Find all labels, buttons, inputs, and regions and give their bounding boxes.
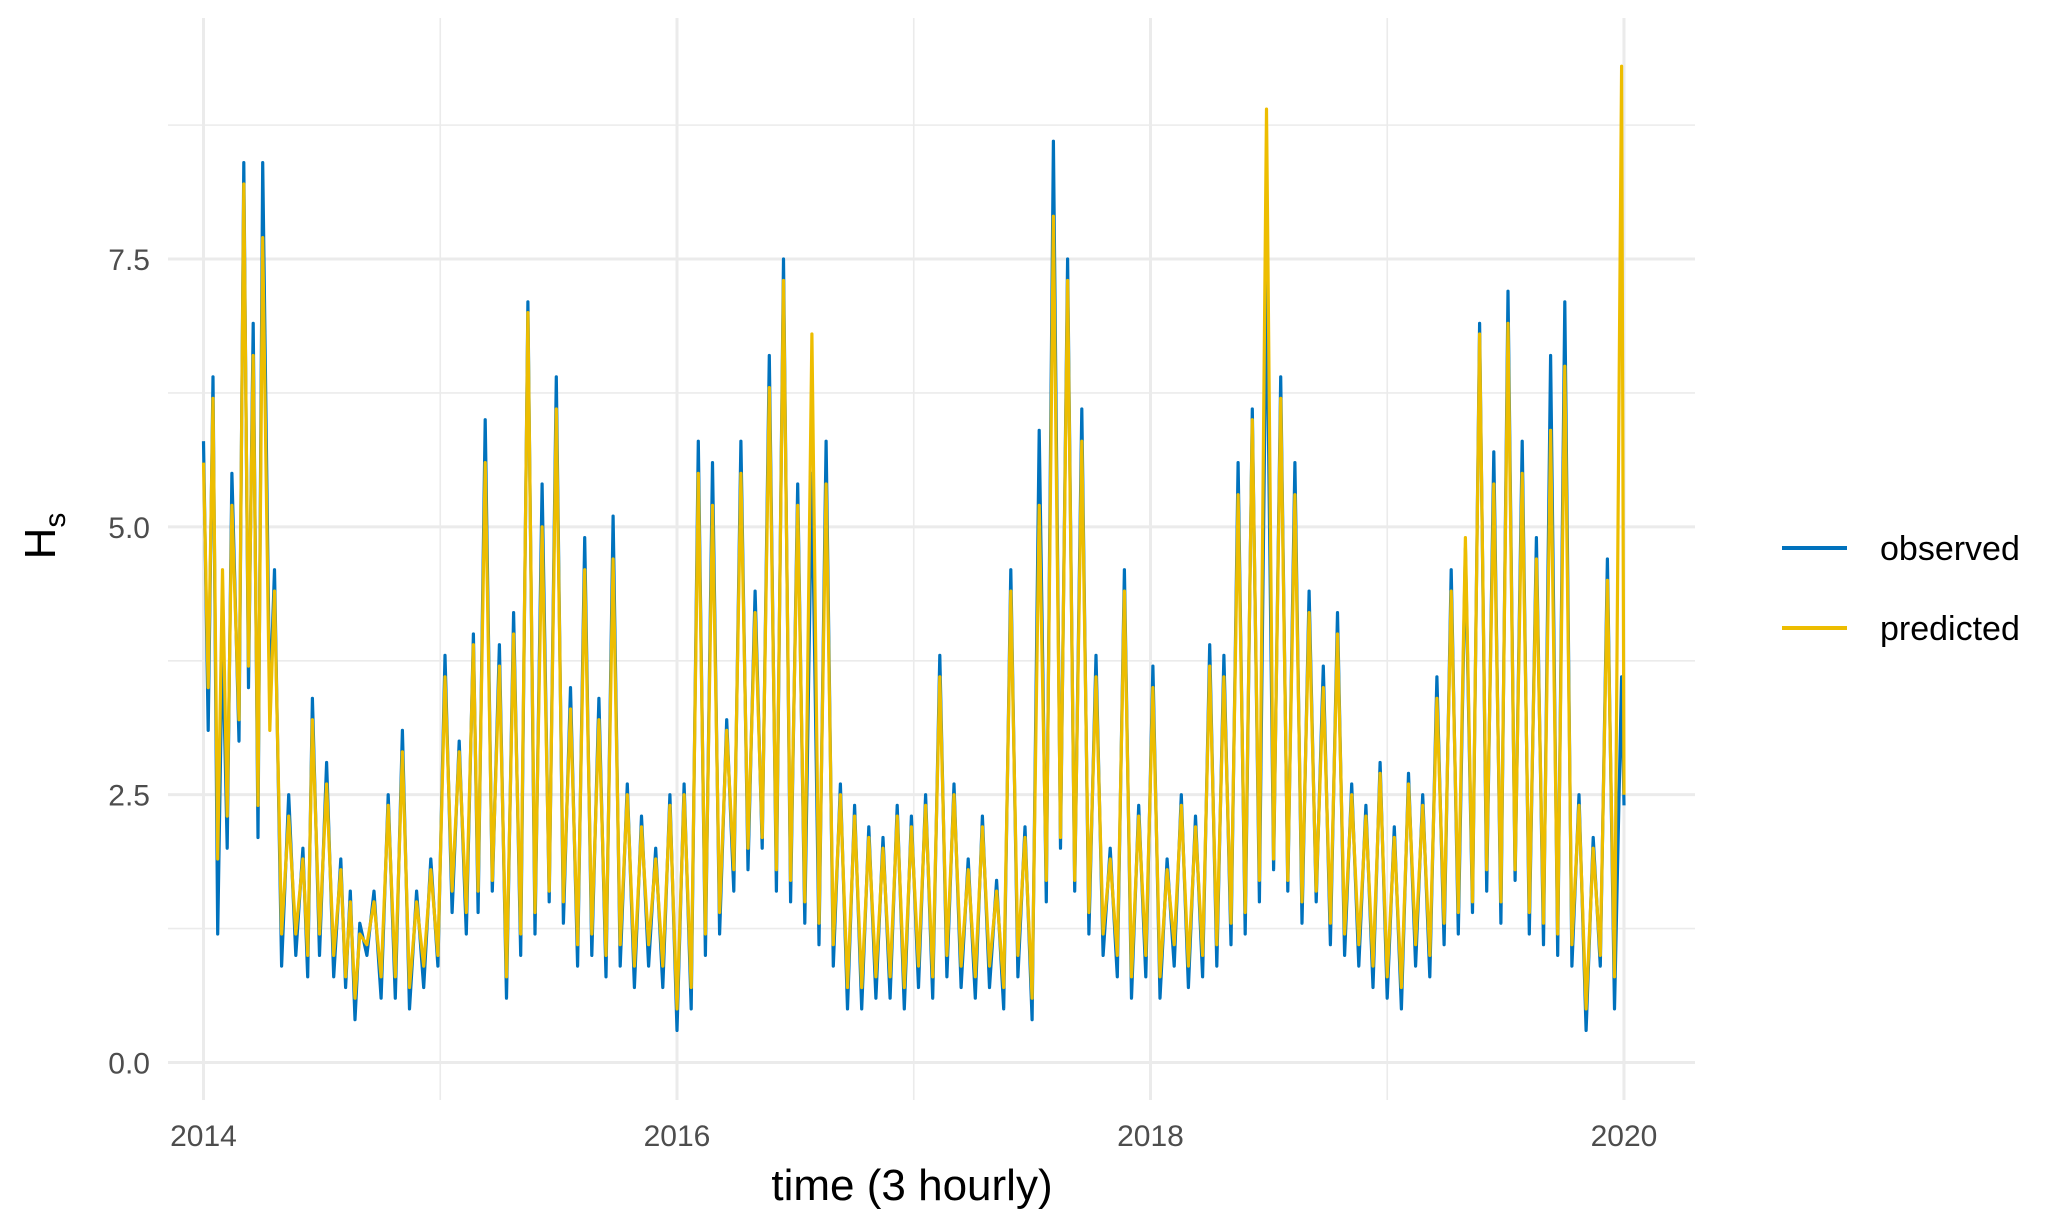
y-tick-label: 7.5 xyxy=(108,244,150,277)
y-tick-label: 5.0 xyxy=(108,512,150,545)
legend-label-observed: observed xyxy=(1880,530,2020,568)
x-tick-label: 2016 xyxy=(644,1120,711,1153)
gridlines xyxy=(168,18,1695,1100)
x-tick-label: 2020 xyxy=(1591,1120,1658,1153)
legend-label-predicted: predicted xyxy=(1880,610,2020,648)
x-tick-label: 2018 xyxy=(1117,1120,1184,1153)
x-tick-label: 2014 xyxy=(170,1120,237,1153)
y-tick-label: 0.0 xyxy=(108,1048,150,1081)
y-axis-title: Hs xyxy=(16,513,72,560)
y-tick-label: 2.5 xyxy=(108,780,150,813)
y-axis-title-main: H xyxy=(16,528,65,560)
x-axis-title: time (3 hourly) xyxy=(771,1161,1052,1210)
y-axis-ticks: 0.0 2.5 5.0 7.5 xyxy=(108,244,150,1080)
y-axis-title-subscript: s xyxy=(39,513,72,528)
series-line-predicted xyxy=(201,64,1626,1011)
legend: observed predicted xyxy=(1782,530,2020,648)
series-lines xyxy=(201,64,1626,1032)
x-axis-ticks: 2014 2016 2018 2020 xyxy=(170,1120,1657,1153)
